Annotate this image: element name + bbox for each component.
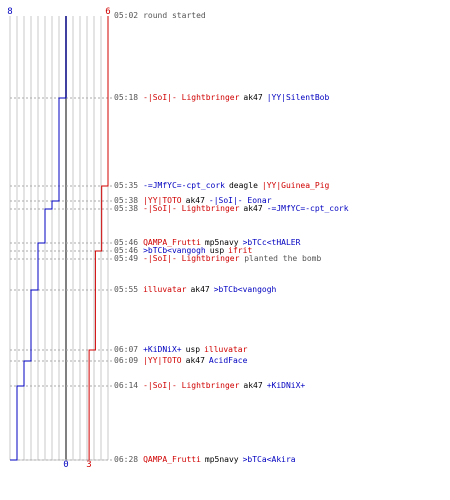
killer-name: -|SoI|- Lightbringer (143, 204, 240, 213)
killer-name: QAMPA_Frutti (143, 455, 201, 464)
event-row: 05:55 illuvatar ak47 >bTCb<vangogh (114, 284, 276, 295)
event-time: 06:14 (114, 381, 139, 390)
event-row: 06:07 +KiDNiX+ usp illuvatar (114, 344, 247, 355)
event-row: 05:35 -=JMfYC=-cpt_cork deagle |YY|Guinea_P… (114, 180, 329, 191)
event-row: 05:38 -|SoI|- Lightbringer ak47 -=JMfYC=-cp… (114, 203, 349, 214)
event-time: 05:18 (114, 93, 139, 102)
killer-name: -=JMfYC=-cpt_cork (143, 181, 225, 190)
victim-name: >bTCc<tHALER (242, 238, 301, 247)
event-time: 05:46 (114, 238, 139, 247)
victim-name: AcidFace (208, 356, 248, 365)
victim-name: |YY|Guinea_Pig (261, 181, 330, 190)
team-a-end-count: 3 (86, 460, 91, 470)
event-time: 06:07 (114, 345, 139, 354)
event-time: 05:02 (114, 11, 139, 20)
event-row: 05:46 >bTCb<vangogh usp ifrit (114, 245, 252, 256)
team-b-start-count: 8 (7, 7, 12, 17)
victim-name: -|SoI|- Eonar (208, 196, 272, 205)
event-row: 05:02 round started (114, 10, 206, 21)
weapon-name: deagle (228, 181, 258, 190)
victim-name: >bTCb<vangogh (213, 285, 277, 294)
event-time: 05:46 (114, 246, 139, 255)
weapon-name: ak47 (185, 356, 205, 365)
weapon-name: ak47 (243, 381, 263, 390)
team-a-start-count: 6 (105, 7, 110, 17)
killer-name: >bTCb<vangogh (143, 246, 206, 255)
weapon-name: usp (185, 345, 201, 354)
event-message: round started (143, 11, 206, 20)
weapon-name: ak47 (185, 196, 205, 205)
killer-name: |YY|TOTO (143, 356, 182, 365)
weapon-name: usp (209, 246, 225, 255)
weapon-name: ak47 (243, 204, 263, 213)
weapon-name: ak47 (243, 93, 263, 102)
killer-name: illuvatar (143, 285, 187, 294)
event-player: -|SoI|- Lightbringer (143, 254, 240, 263)
killer-name: |YY|TOTO (143, 196, 182, 205)
killer-name: -|SoI|- Lightbringer (143, 93, 240, 102)
event-time: 05:49 (114, 254, 139, 263)
weapon-name: mp5navy (204, 238, 239, 247)
victim-name: -=JMfYC=-cpt_cork (266, 204, 349, 213)
killer-name: -|SoI|- Lightbringer (143, 381, 240, 390)
weapon-name: mp5navy (204, 455, 239, 464)
victim-name: |YY|SilentBob (266, 93, 330, 102)
team-lines (10, 16, 109, 461)
event-row: 06:28 QAMPA_Frutti mp5navy >bTCa<Akira (114, 454, 296, 465)
victim-name: +KiDNiX+ (266, 381, 306, 390)
team-b-alive-line (10, 16, 67, 461)
event-row: 06:09 |YY|TOTO ak47 AcidFace (114, 355, 247, 366)
event-row: 05:38 |YY|TOTO ak47 -|SoI|- Eonar (114, 195, 272, 206)
event-time: 06:09 (114, 356, 139, 365)
victim-name: illuvatar (204, 345, 248, 354)
event-row: 05:18 -|SoI|- Lightbringer ak47 |YY|SilentB… (114, 92, 329, 103)
victim-name: ifrit (228, 246, 253, 255)
event-time: 05:55 (114, 285, 139, 294)
event-time: 05:35 (114, 181, 139, 190)
event-time: 06:28 (114, 455, 139, 464)
team-a-alive-line (88, 16, 109, 460)
team-b-end-count: 0 (63, 460, 68, 470)
event-row: 05:46 QAMPA_Frutti mp5navy >bTCc<tHALER (114, 237, 300, 248)
event-row: 05:49 -|SoI|- Lightbringer planted the bo… (114, 253, 321, 264)
killer-name: +KiDNiX+ (143, 345, 182, 354)
event-time: 05:38 (114, 204, 139, 213)
event-time: 05:38 (114, 196, 139, 205)
weapon-name: ak47 (190, 285, 210, 294)
event-message: planted the bomb (239, 254, 322, 263)
killer-name: QAMPA_Frutti (143, 238, 201, 247)
victim-name: >bTCa<Akira (242, 455, 296, 464)
event-row: 06:14 -|SoI|- Lightbringer ak47 +KiDNiX+ (114, 380, 305, 391)
